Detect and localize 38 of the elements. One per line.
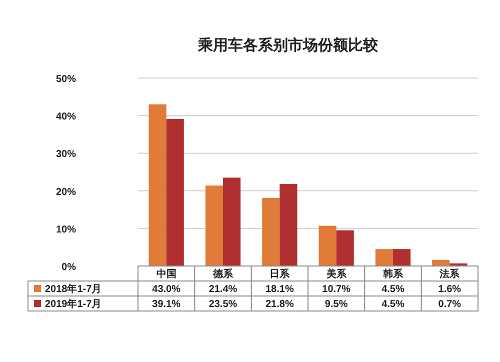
data-label: 0.7% [438, 299, 462, 310]
data-label: 9.5% [324, 299, 348, 310]
x-tick-label: 韩系 [382, 268, 404, 280]
chart-title: 乘用车各系别市场份额比较 [197, 36, 379, 54]
bar [148, 104, 166, 266]
data-label: 21.8% [265, 299, 294, 310]
y-tick-label: 10% [56, 224, 76, 236]
bar [393, 249, 411, 266]
data-label: 23.5% [208, 299, 238, 310]
data-label: 10.7% [322, 284, 351, 295]
bar [205, 186, 223, 266]
bar [336, 230, 354, 266]
data-label: 4.5% [382, 299, 405, 310]
y-tick-label: 40% [56, 112, 76, 123]
data-label: 18.1% [265, 284, 294, 295]
data-label: 21.4% [208, 284, 238, 295]
bar [375, 249, 393, 266]
x-tick-label: 德系 [212, 268, 234, 280]
data-label: 43.0% [152, 284, 181, 295]
legend-label: 2019年1-7月 [45, 298, 102, 310]
x-tick-label: 美系 [325, 268, 348, 280]
x-tick-label: 法系 [438, 268, 461, 280]
y-tick-label: 20% [56, 186, 76, 198]
x-tick-label: 日系 [270, 268, 291, 280]
bar [318, 226, 336, 266]
data-label: 1.6% [438, 284, 462, 295]
bar [280, 184, 298, 266]
x-tick-label: 中国 [156, 268, 176, 280]
bar [432, 260, 450, 266]
data-label: 39.1% [152, 299, 181, 310]
bar [223, 178, 241, 266]
y-tick-label: 50% [56, 74, 76, 85]
bar [166, 118, 184, 266]
y-tick-label: 0% [62, 262, 76, 273]
data-label: 4.5% [382, 284, 405, 295]
y-tick-label: 30% [56, 149, 76, 160]
bar [262, 198, 280, 266]
legend-label: 2018年1-7月 [45, 283, 102, 295]
